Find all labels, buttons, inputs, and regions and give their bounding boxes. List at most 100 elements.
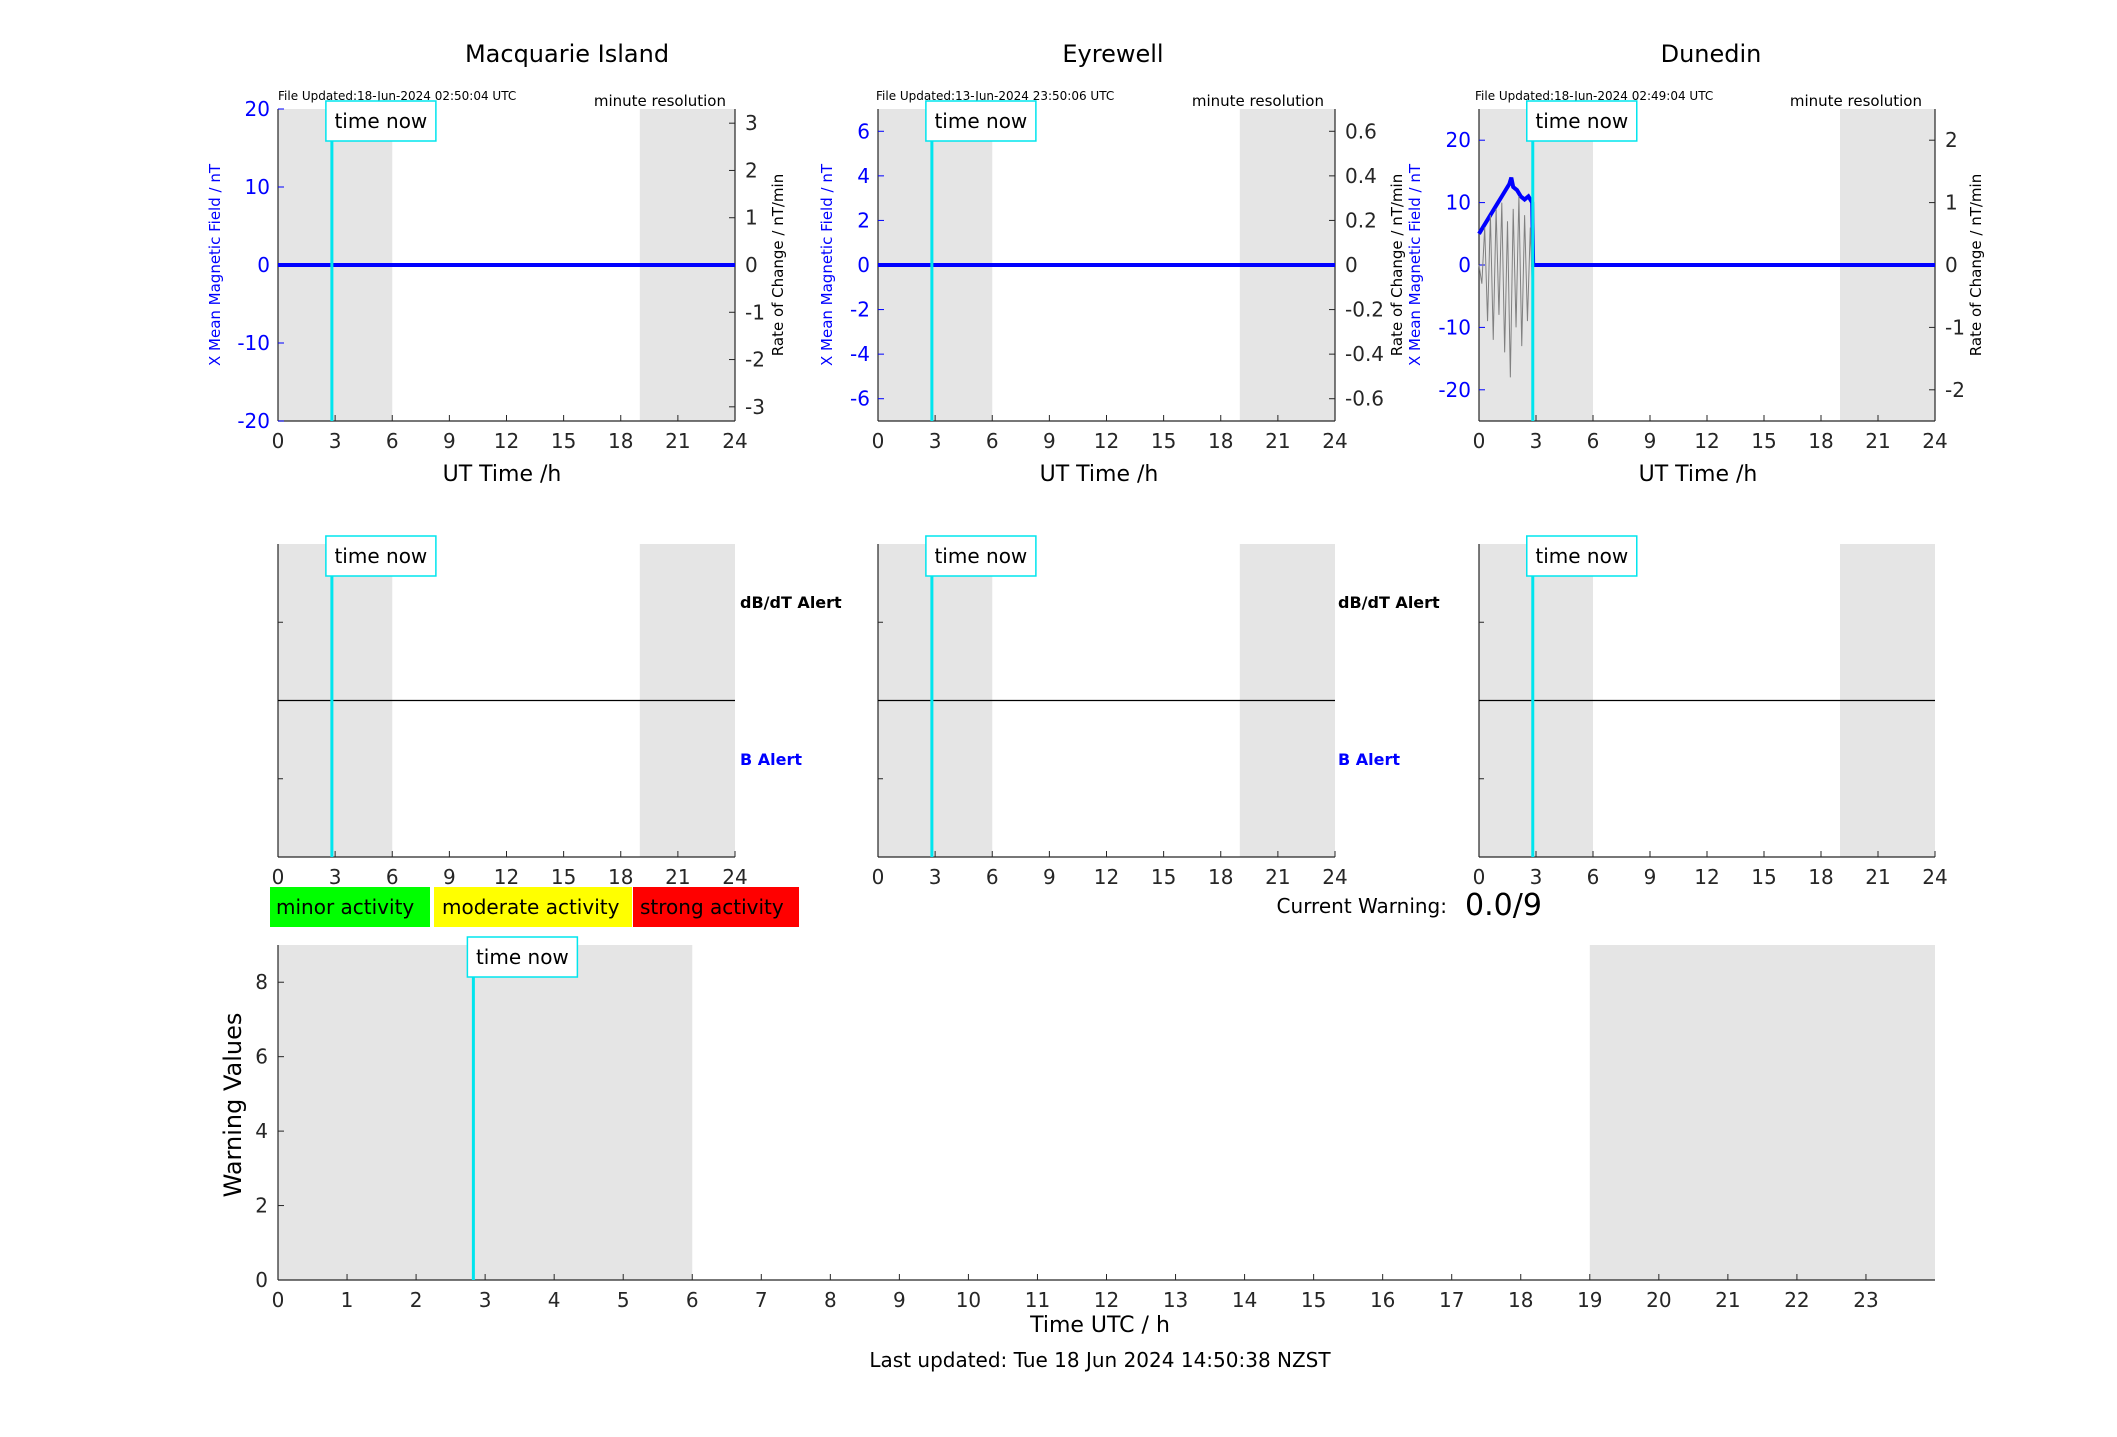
x-tick-label: 9 [443, 865, 456, 889]
file-updated-macquarie: File Updated:18-Jun-2024 02:50:04 UTC [278, 89, 516, 103]
y-tick-label-left: 0 [257, 253, 270, 277]
x-tick-label: 10 [956, 1288, 981, 1312]
y-tick-label-left: 10 [245, 175, 270, 199]
x-tick-label: 3 [329, 865, 342, 889]
legend-strong-label: strong activity [640, 895, 784, 919]
y-tick-label-right: 2 [1945, 128, 1958, 152]
y-tick-label-right: 0.6 [1345, 119, 1377, 143]
x-tick-label: 20 [1646, 1288, 1671, 1312]
x-tick-label: 3 [929, 429, 942, 453]
x-tick-label: 6 [986, 865, 999, 889]
x-tick-label: 17 [1439, 1288, 1464, 1312]
x-tick-label: 6 [386, 865, 399, 889]
y-tick-label-right: 0 [1345, 253, 1358, 277]
x-tick-label: 19 [1577, 1288, 1602, 1312]
resolution-eyrewell: minute resolution [1192, 92, 1324, 110]
xlabel-eyrewell: UT Time /h [1040, 462, 1159, 487]
y-tick-label-left: -10 [1438, 315, 1471, 339]
x-tick-label: 11 [1025, 1288, 1050, 1312]
y-tick-label-left: 10 [1446, 191, 1471, 215]
x-tick-label: 0 [1473, 865, 1486, 889]
time-now-box [466, 936, 579, 978]
y-tick-label-right: -0.4 [1345, 342, 1384, 366]
xlabel-macquarie: UT Time /h [443, 462, 562, 487]
x-tick-label: 3 [1530, 429, 1543, 453]
x-tick-label: 0 [1473, 429, 1486, 453]
y-tick-label-left: 0 [1458, 253, 1471, 277]
y-tick-label: 0 [255, 1268, 268, 1292]
x-tick-label: 24 [1922, 865, 1947, 889]
x-tick-label: 18 [608, 865, 633, 889]
x-tick-label: 18 [1208, 429, 1233, 453]
x-tick-label: 9 [1644, 865, 1657, 889]
y-tick-label-left: -20 [1438, 378, 1471, 402]
x-tick-label: 12 [494, 429, 519, 453]
x-tick-label: 9 [443, 429, 456, 453]
xlabel-dunedin: UT Time /h [1639, 462, 1758, 487]
x-tick-label: 15 [1751, 429, 1776, 453]
x-tick-label: 3 [929, 865, 942, 889]
x-tick-label: 24 [722, 865, 747, 889]
y-tick-label-right: -0.6 [1345, 387, 1384, 411]
time-now-label: time now [476, 945, 569, 969]
dbdt-alert-label-2: dB/dT Alert [1338, 593, 1440, 612]
title-macquarie: Macquarie Island [465, 40, 669, 68]
y-tick-label-right: -2 [745, 348, 765, 372]
chart-panel-5: 0 3 6 9 12 15 18 21 24 time now [1473, 535, 1948, 889]
b-alert-label-2: B Alert [1338, 750, 1400, 769]
y-tick-label: 8 [255, 970, 268, 994]
last-updated: Last updated: Tue 18 Jun 2024 14:50:38 N… [869, 1348, 1331, 1372]
y-tick-label-left: 4 [857, 164, 870, 188]
x-tick-label: 8 [824, 1288, 837, 1312]
x-tick-label: 6 [686, 1288, 699, 1312]
x-tick-label: 21 [1715, 1288, 1740, 1312]
x-tick-label: 24 [1922, 429, 1947, 453]
legend-minor-swatch [270, 887, 430, 927]
y-tick-label: 2 [255, 1194, 268, 1218]
legend-minor-label: minor activity [276, 895, 414, 919]
y-tick-label: 6 [255, 1045, 268, 1069]
y-tick-label-left: 2 [857, 208, 870, 232]
y-tick-label-left: 20 [1446, 128, 1471, 152]
b-alert-label-1: B Alert [740, 750, 802, 769]
current-warning-value: 0.0/9 [1465, 888, 1542, 923]
x-tick-label: 9 [1043, 429, 1056, 453]
x-tick-label: 15 [1751, 865, 1776, 889]
ylabel-right-dunedin: Rate of Change / nT/min [1967, 174, 1985, 356]
x-tick-label: 18 [1508, 1288, 1533, 1312]
y-tick-label-right: -0.2 [1345, 298, 1384, 322]
ylabel-left-dunedin: X Mean Magnetic Field / nT [1406, 163, 1424, 366]
x-tick-label: 14 [1232, 1288, 1257, 1312]
y-tick-label-right: -1 [745, 300, 765, 324]
time-now-label: time now [1535, 544, 1628, 568]
y-tick-label-right: 0.4 [1345, 164, 1377, 188]
x-tick-label: 6 [386, 429, 399, 453]
chart-panel-4: 0 3 6 9 12 15 18 21 24 time now [872, 535, 1348, 889]
y-tick-label-left: 6 [857, 119, 870, 143]
x-tick-label: 9 [1644, 429, 1657, 453]
legend-moderate-swatch [434, 887, 632, 927]
file-updated-eyrewell: File Updated:13-Jun-2024 23:50:06 UTC [876, 89, 1114, 103]
x-tick-label: 2 [410, 1288, 423, 1312]
time-now-box [925, 535, 1037, 577]
x-tick-label: 12 [1094, 429, 1119, 453]
x-tick-label: 6 [986, 429, 999, 453]
night-shade-band [278, 945, 693, 1280]
y-tick-label-right: 0 [745, 253, 758, 277]
y-tick-label-left: -10 [237, 331, 270, 355]
night-shade-band [1589, 945, 1935, 1280]
chart-panel-3: 0 3 6 9 12 15 18 21 24 time now [272, 535, 748, 889]
x-tick-label: 0 [272, 429, 285, 453]
time-now-label: time now [934, 109, 1027, 133]
x-tick-label: 3 [479, 1288, 492, 1312]
x-tick-label: 5 [617, 1288, 630, 1312]
title-dunedin: Dunedin [1661, 40, 1762, 68]
x-tick-label: 21 [1865, 865, 1890, 889]
x-tick-label: 3 [1530, 865, 1543, 889]
x-tick-label: 3 [329, 429, 342, 453]
x-tick-label: 15 [551, 429, 576, 453]
dbdt-alert-label-1: dB/dT Alert [740, 593, 842, 612]
x-tick-label: 9 [893, 1288, 906, 1312]
y-tick-label-left: -20 [237, 409, 270, 433]
